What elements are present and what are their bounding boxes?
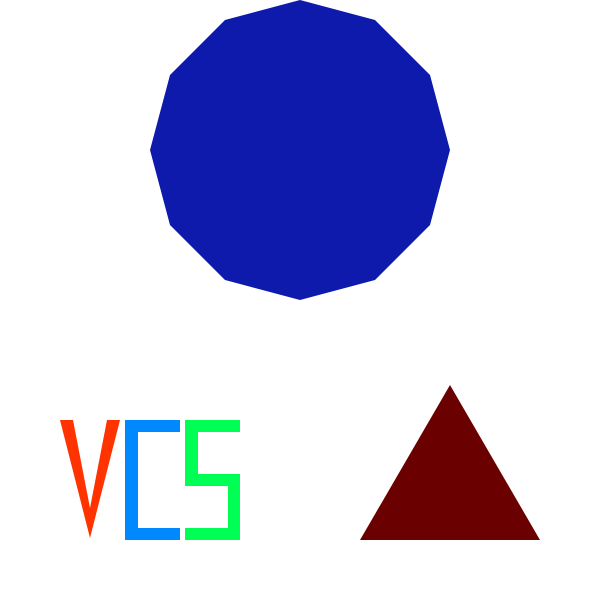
letters-group (60, 420, 240, 540)
letter-s (185, 420, 240, 540)
letter-c (125, 420, 180, 540)
blue-dodecagon (150, 0, 450, 300)
letter-v (60, 420, 120, 538)
dark-red-triangle (360, 385, 540, 540)
